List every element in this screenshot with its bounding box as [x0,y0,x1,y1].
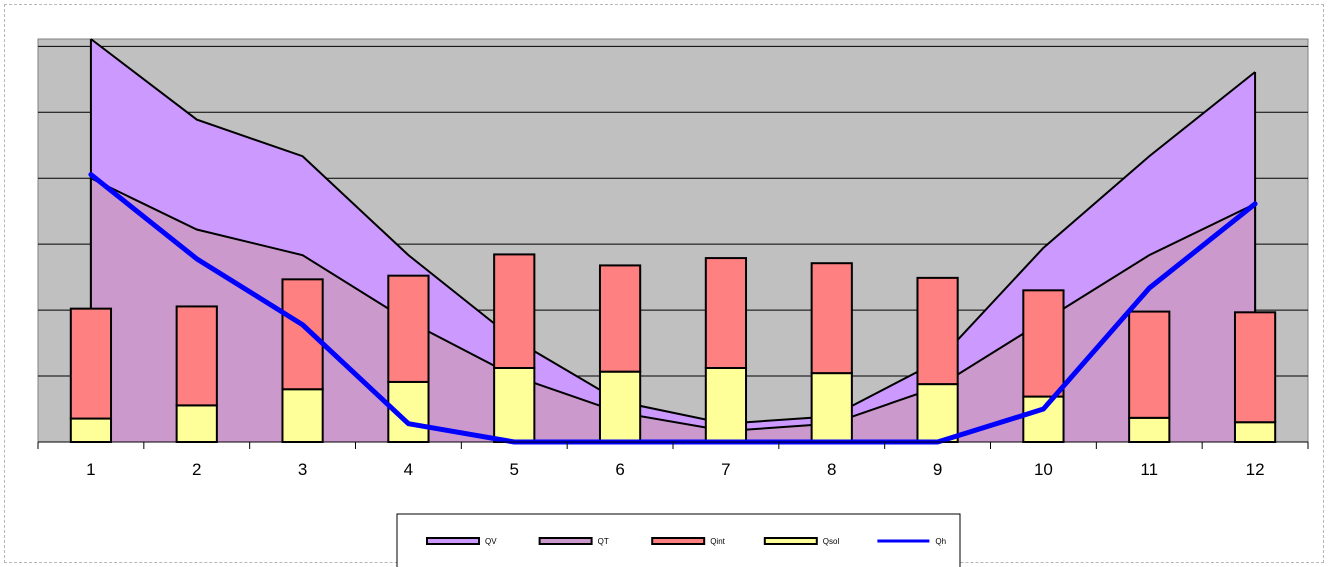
x-tick-label: 10 [1034,460,1053,479]
x-tick-label: 7 [721,460,730,479]
bar-qsol [387,380,430,443]
bar-qint [598,264,642,373]
x-axis: 1 2 3 4 5 6 7 8 9 10 11 12 [37,441,1309,479]
legend-swatch-qint [651,537,706,545]
x-tick-label: 3 [298,460,307,479]
bar-qsol [1022,395,1065,444]
legend-label-qv: QV [485,537,497,546]
legend-swatch-qsol [763,537,818,545]
legend-label-qint: Qint [710,537,725,546]
bar-qint [810,262,853,375]
x-tick-label: 12 [1246,460,1265,479]
legend-swatch-qv [426,537,480,545]
x-tick-label: 5 [510,460,519,479]
bar-qsol [493,366,536,443]
bar-qint [1022,289,1065,398]
bar-qsol [598,370,642,443]
bar-qint [281,278,324,391]
bar-qint [387,274,430,383]
x-tick-label: 1 [86,460,95,479]
area-qt [90,178,1256,442]
legend: QV QT Qint Qsol Qh [396,513,961,567]
bar-qsol [1128,416,1171,444]
bar-qsol [810,372,853,443]
bar-qint [493,253,536,369]
bar-qsol [69,417,113,444]
bar-qsol [704,366,748,443]
bar-qint [175,305,218,407]
bar-qint [69,307,113,420]
x-tick-label: 2 [192,460,201,479]
legend-swatch-qt [538,537,593,545]
legend-label-qt: QT [598,537,609,546]
bar-qint [1233,311,1277,424]
x-tick-label: 9 [933,460,942,479]
x-tick-label: 6 [615,460,624,479]
x-tick-label: 11 [1140,460,1158,479]
x-tick-label: 4 [404,460,413,479]
legend-label-qh: Qh [935,537,946,546]
area-outline-qv [90,38,1256,425]
bar-qint [916,276,959,386]
bar-series [69,253,1277,444]
bar-qint [704,257,748,369]
bar-qsol [1233,421,1277,444]
bar-qsol [916,383,959,443]
x-tick-label: 8 [827,460,836,479]
bar-qint [1128,310,1171,419]
bar-qsol [281,388,324,443]
bar-qsol [175,404,218,444]
area-series [89,38,1257,442]
legend-label-qsol: Qsol [823,537,840,546]
